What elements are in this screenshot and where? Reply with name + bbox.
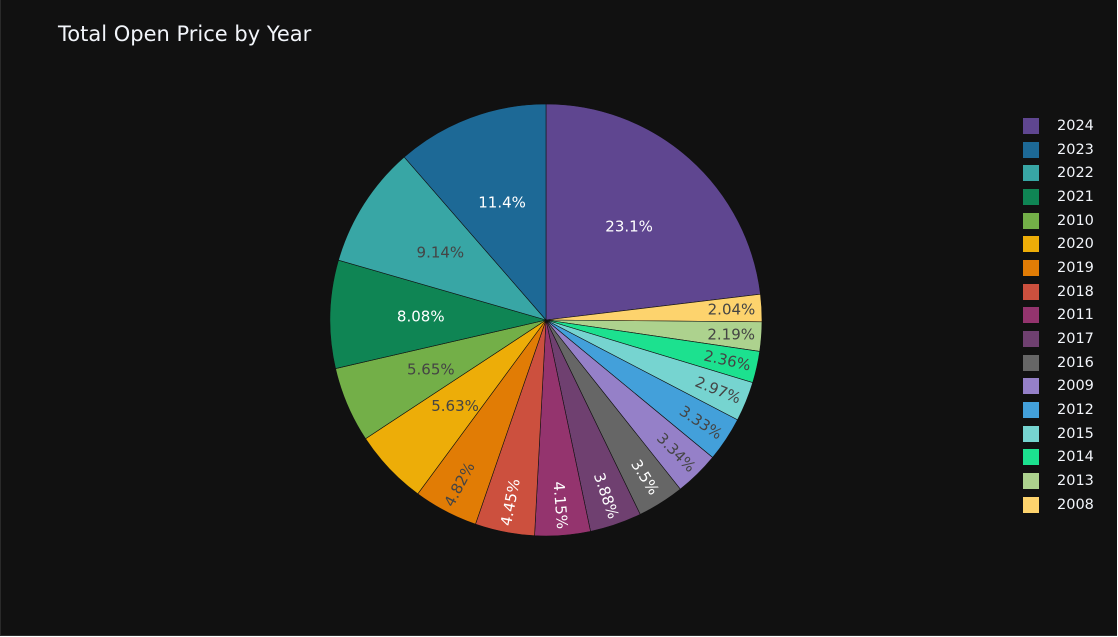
legend-swatch (1023, 165, 1039, 182)
slice-label-2008: 2.04% (708, 301, 756, 319)
legend-item-2017[interactable]: 2017 (1023, 327, 1094, 351)
legend-swatch (1023, 259, 1039, 276)
slice-label-2010: 5.65% (407, 360, 455, 378)
legend-label: 2016 (1057, 354, 1094, 371)
legend-label: 2019 (1057, 259, 1094, 276)
legend-swatch (1023, 496, 1039, 513)
legend-label: 2009 (1057, 378, 1094, 395)
legend-label: 2020 (1057, 236, 1094, 253)
slice-label-2022: 9.14% (417, 244, 465, 262)
legend-label: 2011 (1057, 307, 1094, 324)
legend-label: 2015 (1057, 425, 1094, 442)
pie-slice-2022[interactable] (338, 156, 547, 321)
legend-label: 2017 (1057, 331, 1094, 348)
legend-label: 2022 (1057, 165, 1094, 182)
slice-label-2020: 5.63% (431, 397, 479, 415)
legend-swatch (1023, 449, 1039, 466)
legend-swatch (1023, 354, 1039, 371)
legend-item-2016[interactable]: 2016 (1023, 351, 1094, 375)
chart-title: Total Open Price by Year (58, 22, 312, 46)
legend-swatch (1023, 402, 1039, 419)
legend-label: 2018 (1057, 283, 1094, 300)
legend-swatch (1023, 378, 1039, 395)
pie-slice-2024[interactable] (545, 103, 761, 321)
legend-label: 2021 (1057, 188, 1094, 205)
legend-label: 2014 (1057, 449, 1094, 466)
legend-item-2010[interactable]: 2010 (1023, 209, 1094, 233)
slice-label-2013: 2.19% (707, 325, 755, 343)
slice-label-2024: 23.1% (605, 217, 653, 235)
legend-swatch (1023, 473, 1039, 490)
legend-item-2014[interactable]: 2014 (1023, 446, 1094, 470)
legend-item-2019[interactable]: 2019 (1023, 256, 1094, 280)
legend-label: 2010 (1057, 212, 1094, 229)
legend-swatch (1023, 212, 1039, 229)
legend-item-2008[interactable]: 2008 (1023, 493, 1094, 517)
pie-slice-2021[interactable] (329, 259, 548, 369)
legend-label: 2023 (1057, 141, 1094, 158)
legend-item-2024[interactable]: 2024 (1023, 114, 1094, 138)
legend-swatch (1023, 331, 1039, 348)
pie-slice-2023[interactable] (403, 103, 547, 321)
legend-swatch (1023, 425, 1039, 442)
legend-item-2021[interactable]: 2021 (1023, 185, 1094, 209)
legend-item-2009[interactable]: 2009 (1023, 375, 1094, 399)
legend-swatch (1023, 141, 1039, 158)
slice-label-2023: 11.4% (478, 194, 526, 212)
legend-label: 2024 (1057, 117, 1094, 134)
legend-swatch (1023, 117, 1039, 134)
legend-item-2013[interactable]: 2013 (1023, 469, 1094, 493)
legend-item-2020[interactable]: 2020 (1023, 232, 1094, 256)
legend-item-2018[interactable]: 2018 (1023, 280, 1094, 304)
legend-label: 2008 (1057, 496, 1094, 513)
slice-label-2011: 4.15% (550, 481, 572, 530)
legend-item-2011[interactable]: 2011 (1023, 304, 1094, 328)
legend-swatch (1023, 283, 1039, 300)
legend: 2024 2023 2022 2021 2010 2020 2019 2018 2011 2017… (1023, 114, 1094, 517)
legend-item-2012[interactable]: 2012 (1023, 398, 1094, 422)
legend-item-2015[interactable]: 2015 (1023, 422, 1094, 446)
legend-item-2022[interactable]: 2022 (1023, 161, 1094, 185)
legend-item-2023[interactable]: 2023 (1023, 138, 1094, 162)
legend-swatch (1023, 307, 1039, 324)
slice-label-2021: 8.08% (397, 308, 445, 326)
legend-label: 2012 (1057, 402, 1094, 419)
legend-swatch (1023, 188, 1039, 205)
legend-swatch (1023, 236, 1039, 253)
legend-label: 2013 (1057, 473, 1094, 490)
